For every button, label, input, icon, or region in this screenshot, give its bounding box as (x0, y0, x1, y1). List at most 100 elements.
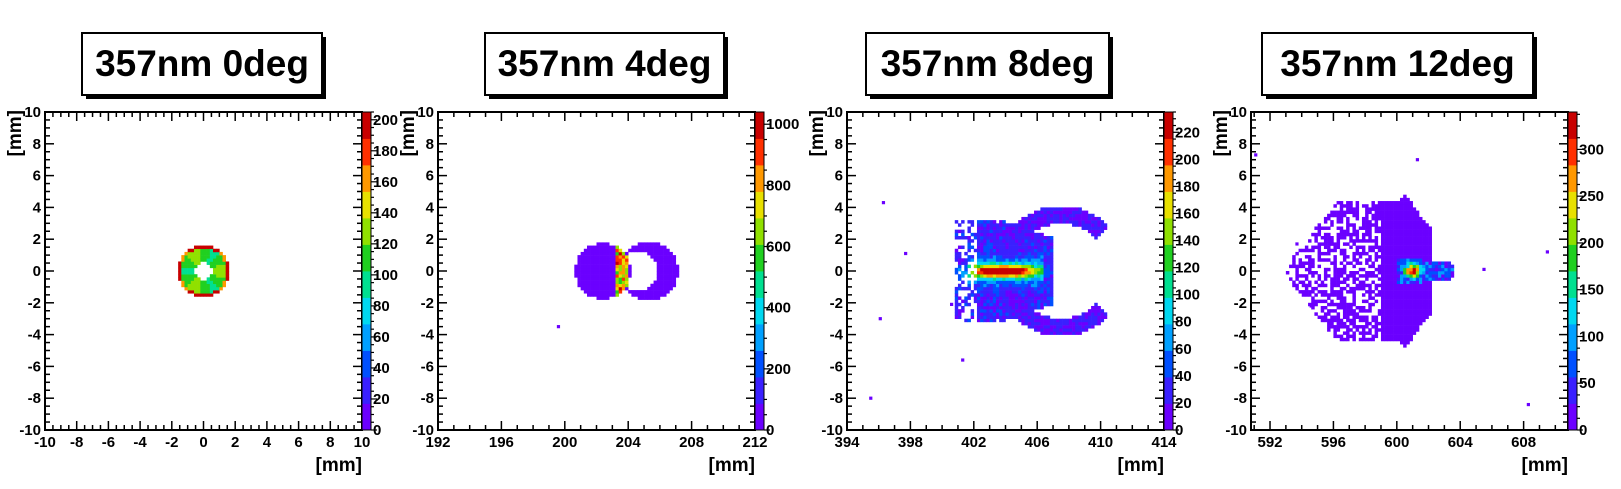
heatmap-cell (1068, 318, 1073, 323)
heatmap-cell (986, 305, 990, 310)
heatmap-cell (1425, 290, 1429, 294)
heatmap-cell (583, 286, 588, 291)
heatmap-cell (1409, 280, 1413, 285)
heatmap-cell (1333, 315, 1337, 319)
heatmap-cell (980, 239, 984, 243)
heatmap-cell (193, 274, 198, 278)
heatmap-cell (1409, 296, 1413, 300)
heatmap-cell (976, 236, 981, 240)
heatmap-cell (580, 255, 585, 259)
colorbar-segment (1568, 143, 1577, 150)
heatmap-cell (1396, 309, 1401, 313)
heatmap-cell (602, 258, 607, 262)
heatmap-cell (577, 274, 581, 278)
colorbar-label: 0 (373, 422, 381, 439)
heatmap-cell (1412, 321, 1417, 326)
heatmap-cell (1349, 271, 1353, 275)
heatmap-cell (1419, 229, 1423, 234)
heatmap-cell (216, 251, 220, 256)
heatmap-cell (1447, 271, 1452, 275)
heatmap-cell (1365, 325, 1369, 329)
heatmap-cell (1403, 261, 1407, 265)
heatmap-cell (1415, 213, 1420, 218)
heatmap-cell (1311, 264, 1315, 269)
heatmap-cell (995, 315, 1000, 319)
x-axis-label: [mm] (316, 455, 362, 476)
heatmap-cell (1380, 305, 1385, 310)
heatmap-cell (1015, 245, 1019, 250)
heatmap-cell (980, 236, 984, 240)
heatmap-cell (1441, 271, 1445, 275)
heatmap-cell (1021, 239, 1025, 243)
heatmap-cell (1412, 255, 1417, 259)
heatmap-cell (1406, 302, 1410, 307)
heatmap-cell (1002, 223, 1006, 227)
heatmap-cell (590, 271, 594, 275)
heatmap-cell (1403, 232, 1407, 237)
heatmap-cells (556, 242, 680, 329)
colorbar-segment (362, 218, 371, 224)
colorbar-segment (362, 154, 371, 161)
heatmap-cell (203, 248, 207, 253)
heatmap-cell (1320, 236, 1325, 240)
heatmap-cell (1431, 264, 1436, 269)
heatmap-cell (1333, 331, 1337, 335)
heatmap-cell (1084, 318, 1089, 323)
heatmap-cell (954, 309, 959, 313)
heatmap-cell (1084, 226, 1089, 230)
heatmap-cell (1103, 312, 1108, 316)
heatmap-cell (197, 261, 201, 265)
heatmap-cell (631, 290, 635, 294)
heatmap-cell (1046, 245, 1051, 250)
heatmap-cell (1075, 331, 1079, 335)
heatmap-cell (1380, 334, 1385, 339)
heatmap-cell (970, 220, 975, 224)
colorbar-segment (1164, 249, 1173, 256)
heatmap-cell (1327, 239, 1331, 243)
heatmap-cell (999, 236, 1003, 240)
heatmap-cell (1393, 274, 1398, 278)
heatmap-cell (1346, 315, 1350, 319)
heatmap-cell (1393, 264, 1398, 269)
heatmap-cell (1317, 242, 1322, 246)
heatmap-cell (1018, 220, 1022, 224)
heatmap-cell (216, 255, 220, 259)
heatmap-cell (1387, 248, 1391, 253)
heatmap-cell (1349, 305, 1353, 310)
heatmap-cell (1346, 290, 1350, 294)
heatmap-cell (999, 239, 1003, 243)
heatmap-cell (970, 309, 975, 313)
heatmap-cell (1346, 226, 1350, 230)
colorbar-segment (755, 244, 764, 251)
heatmap-cell (1390, 334, 1394, 339)
heatmap-cell (976, 280, 981, 285)
heatmap-cell (1030, 321, 1035, 326)
colorbar-segment (1164, 398, 1173, 404)
colorbar-label: 140 (373, 205, 398, 222)
heatmap-cell (1346, 216, 1350, 221)
heatmap-cell (1428, 280, 1432, 285)
heatmap-cell (1412, 296, 1417, 300)
colorbar-segment (1568, 297, 1577, 304)
heatmap-cell (216, 277, 220, 281)
heatmap-cell (1419, 280, 1423, 285)
heatmap-cell (1311, 299, 1315, 304)
heatmap-cell (1390, 315, 1394, 319)
heatmap-cell (602, 261, 607, 265)
heatmap-cell (1403, 229, 1407, 234)
heatmap-cell (1317, 283, 1322, 288)
heatmap-cell (606, 296, 610, 300)
y-tick-label: 8 (835, 136, 843, 153)
heatmap-cell (1380, 312, 1385, 316)
heatmap-cell (1390, 226, 1394, 230)
heatmap-cell (992, 223, 997, 227)
heatmap-cell (631, 248, 635, 253)
y-tick-label: 4 (426, 199, 435, 216)
heatmap-cell (1027, 271, 1032, 275)
heatmap-cell (1339, 226, 1344, 230)
heatmap-cell (1346, 325, 1350, 329)
heatmap-cell (1336, 226, 1341, 230)
colorbar-segment (1568, 218, 1577, 224)
heatmap-cell (599, 255, 604, 259)
heatmap-cell (1403, 248, 1407, 253)
